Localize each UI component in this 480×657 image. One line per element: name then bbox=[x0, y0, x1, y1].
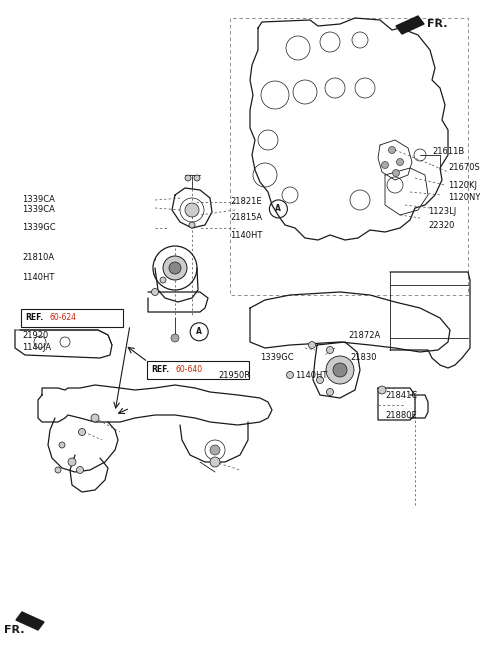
Circle shape bbox=[185, 203, 199, 217]
Circle shape bbox=[171, 334, 179, 342]
Text: 21920: 21920 bbox=[22, 330, 48, 340]
Text: 21950R: 21950R bbox=[218, 371, 250, 380]
Text: A: A bbox=[196, 327, 202, 336]
Circle shape bbox=[326, 388, 334, 396]
Circle shape bbox=[316, 376, 324, 384]
Polygon shape bbox=[16, 612, 44, 630]
Text: 1120NY: 1120NY bbox=[448, 194, 480, 202]
Circle shape bbox=[382, 162, 388, 168]
Text: REF.: REF. bbox=[25, 313, 43, 323]
Text: 21670S: 21670S bbox=[448, 164, 480, 173]
Text: REF.: REF. bbox=[151, 365, 169, 374]
Text: 21815A: 21815A bbox=[230, 214, 262, 223]
Circle shape bbox=[396, 158, 404, 166]
Circle shape bbox=[169, 262, 181, 274]
Polygon shape bbox=[396, 16, 424, 34]
Text: 1140HT: 1140HT bbox=[230, 231, 263, 240]
Text: 21830: 21830 bbox=[350, 353, 376, 363]
Circle shape bbox=[79, 428, 85, 436]
Circle shape bbox=[326, 356, 354, 384]
Circle shape bbox=[160, 277, 166, 283]
Circle shape bbox=[194, 175, 200, 181]
Text: 1339GC: 1339GC bbox=[260, 353, 294, 363]
Text: 60-624: 60-624 bbox=[49, 313, 76, 323]
Circle shape bbox=[309, 342, 315, 348]
Circle shape bbox=[185, 175, 191, 181]
Circle shape bbox=[68, 458, 76, 466]
Text: 21872A: 21872A bbox=[348, 330, 380, 340]
Circle shape bbox=[326, 346, 334, 353]
Circle shape bbox=[393, 170, 399, 177]
Circle shape bbox=[163, 256, 187, 280]
Circle shape bbox=[287, 371, 293, 378]
Circle shape bbox=[55, 467, 61, 473]
Circle shape bbox=[152, 288, 158, 296]
Text: 1140HT: 1140HT bbox=[22, 273, 54, 283]
Text: 1123LJ: 1123LJ bbox=[428, 208, 456, 217]
Circle shape bbox=[388, 147, 396, 154]
Text: 21821E: 21821E bbox=[230, 198, 262, 206]
Text: 1339GC: 1339GC bbox=[22, 223, 56, 233]
Text: 1339CA: 1339CA bbox=[22, 206, 55, 214]
Text: FR.: FR. bbox=[4, 625, 24, 635]
Circle shape bbox=[333, 363, 347, 377]
Circle shape bbox=[210, 457, 220, 467]
Circle shape bbox=[91, 414, 99, 422]
Text: FR.: FR. bbox=[427, 19, 447, 29]
Circle shape bbox=[210, 445, 220, 455]
Text: 1120KJ: 1120KJ bbox=[448, 181, 477, 189]
Circle shape bbox=[189, 222, 195, 228]
Text: 21810A: 21810A bbox=[22, 254, 54, 263]
Text: 1140JA: 1140JA bbox=[22, 344, 51, 353]
Text: 1140HT: 1140HT bbox=[295, 371, 327, 380]
Text: 22320: 22320 bbox=[428, 221, 455, 229]
Circle shape bbox=[59, 442, 65, 448]
Text: 1339CA: 1339CA bbox=[22, 196, 55, 204]
Circle shape bbox=[76, 466, 84, 474]
Text: 60-640: 60-640 bbox=[175, 365, 202, 374]
Text: A: A bbox=[276, 204, 281, 214]
Text: 21880E: 21880E bbox=[385, 411, 417, 420]
Circle shape bbox=[378, 386, 386, 394]
Text: 21841C: 21841C bbox=[385, 390, 417, 399]
Text: 21611B: 21611B bbox=[432, 148, 464, 156]
